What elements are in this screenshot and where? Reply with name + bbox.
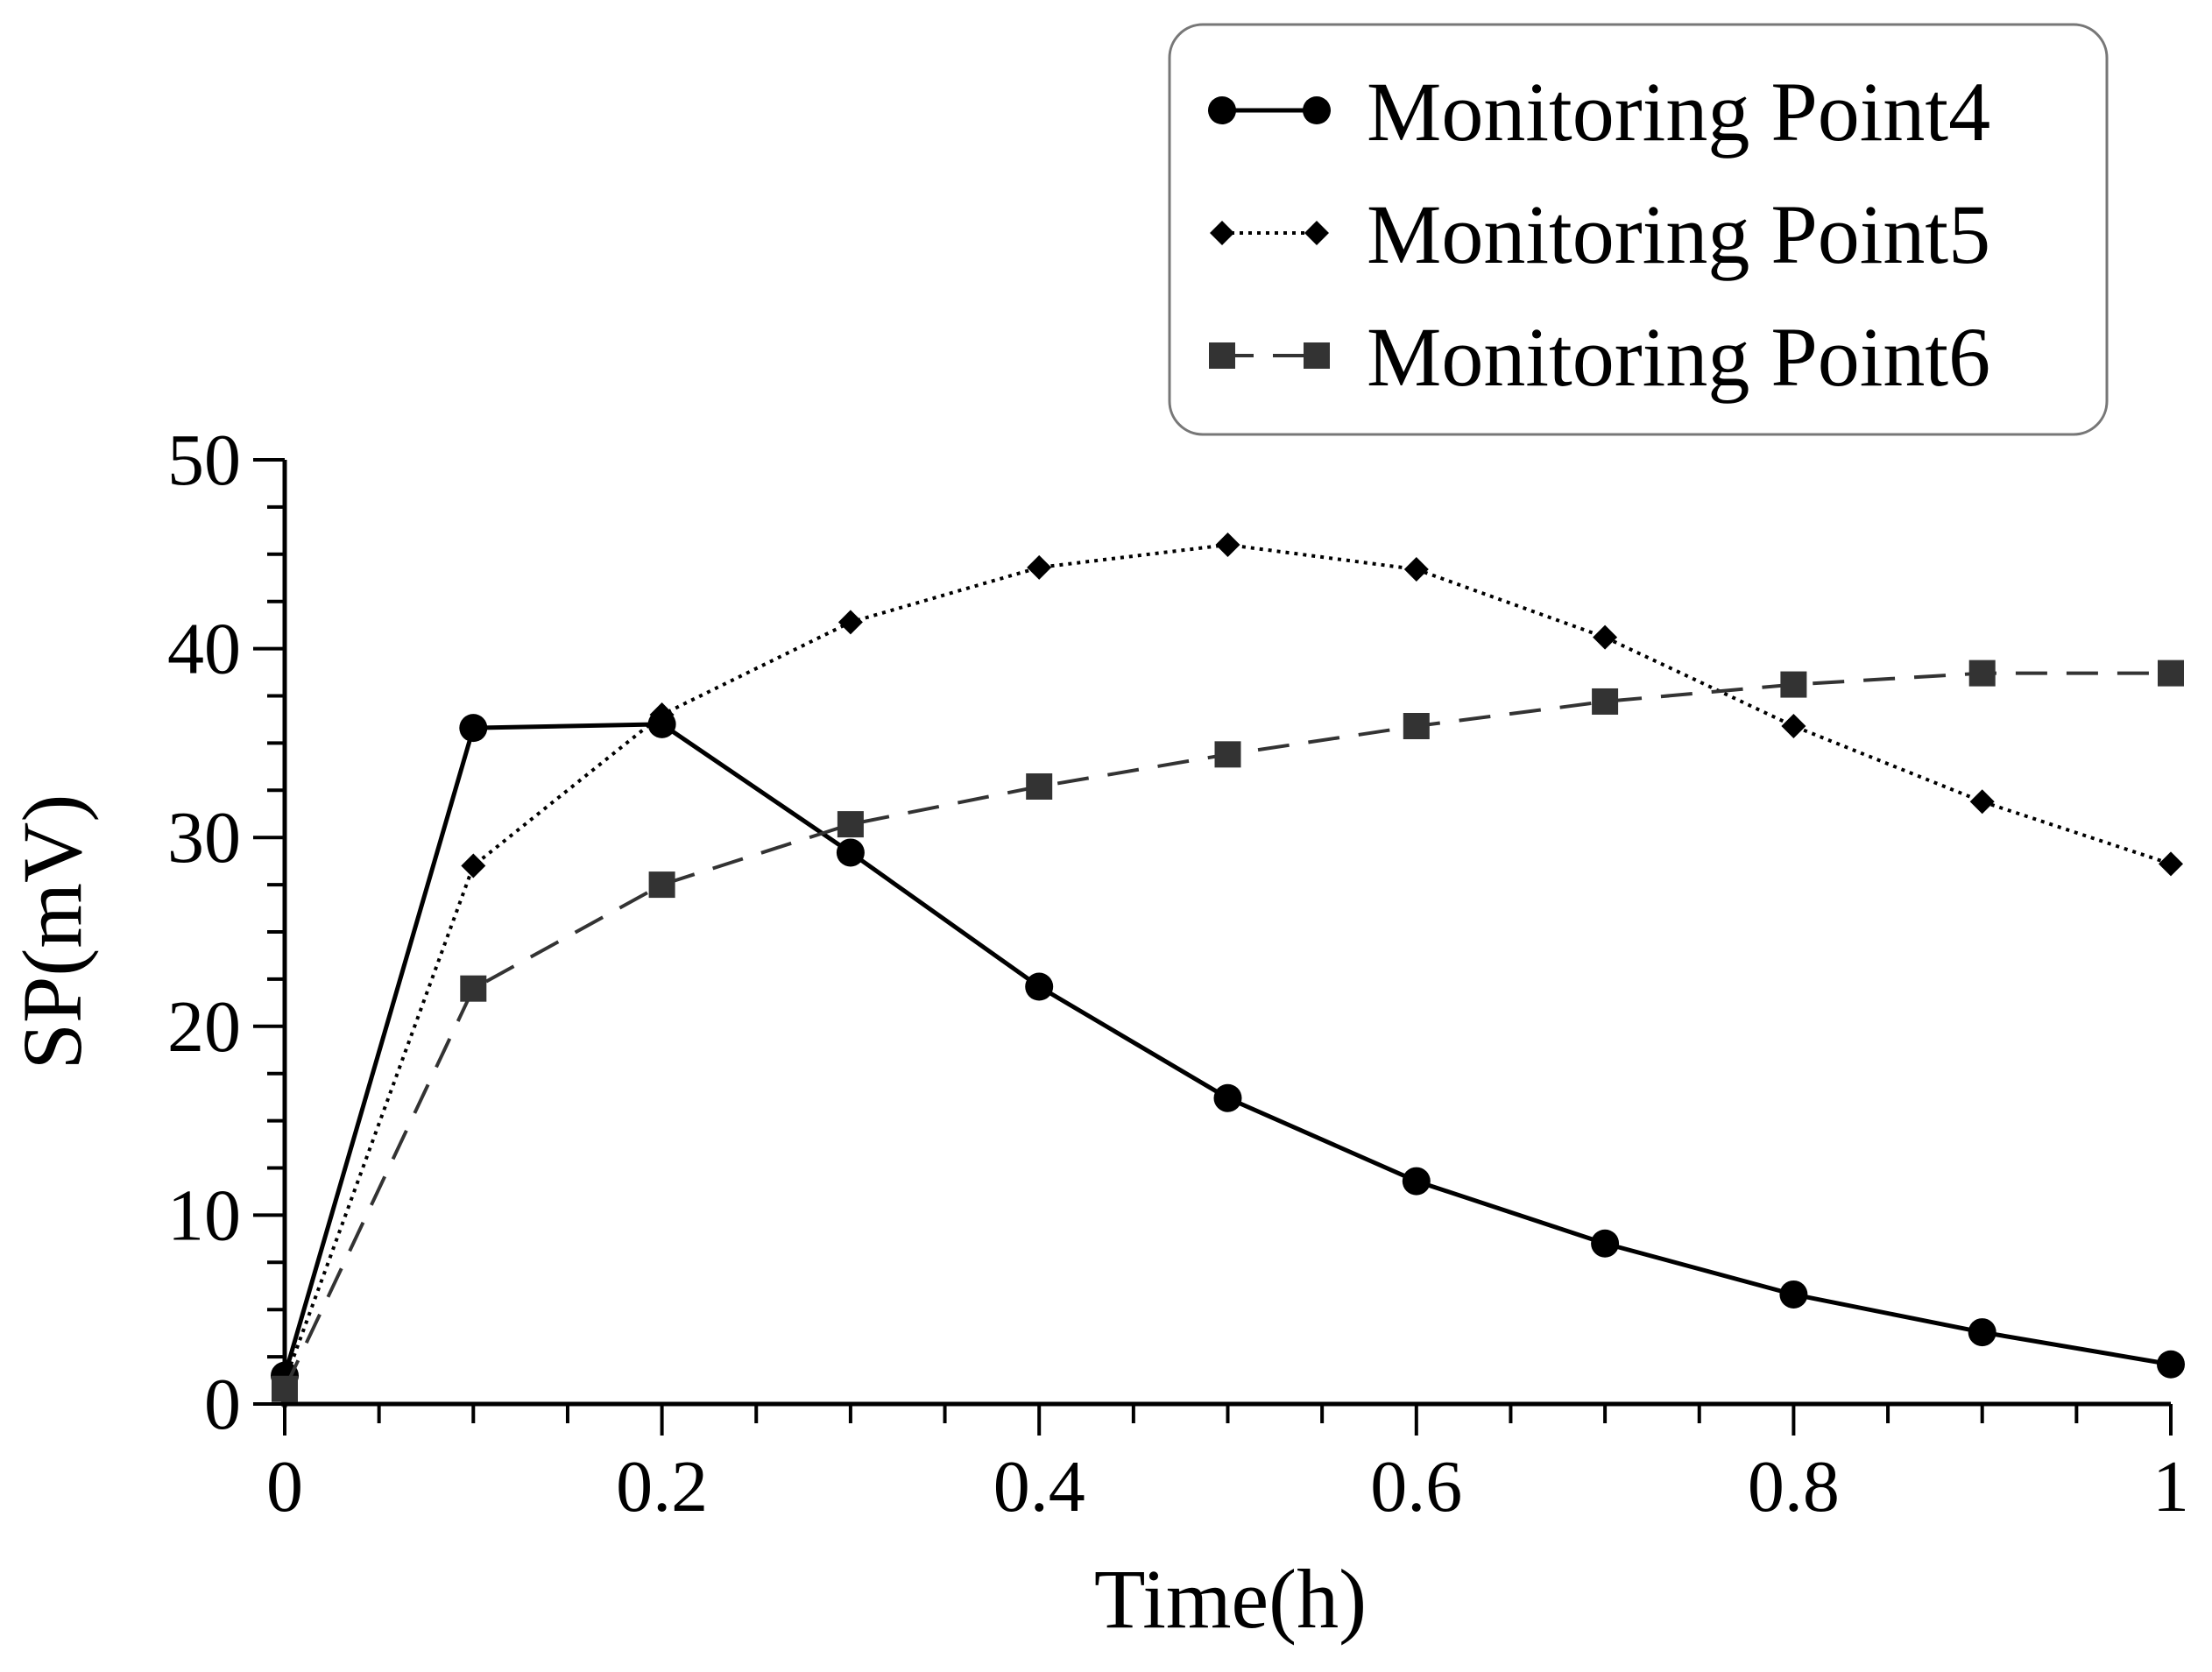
y-tick-label: 50 (167, 420, 241, 501)
series-line (283, 543, 2172, 1382)
legend: Monitoring Point4 Monitoring Point5 Monito… (1168, 23, 2109, 436)
data-point (2158, 660, 2184, 687)
data-point (837, 811, 864, 838)
data-point (836, 838, 865, 867)
data-point (648, 871, 675, 899)
data-point (1780, 671, 1807, 698)
x-axis-label: Time(h) (1094, 1552, 1367, 1646)
series-layer (271, 533, 2185, 1402)
series-line (282, 722, 2172, 1377)
series-line (283, 671, 2171, 1390)
series-1 (271, 709, 2185, 1390)
data-point (1027, 554, 1052, 580)
axes: 0 10 20 30 40 50 0 0.2 0.4 0.6 0.8 1 Time(h) SP(mV) (5, 420, 2189, 1646)
x-tick-label: 0.4 (993, 1446, 1085, 1527)
data-point (461, 853, 486, 878)
y-axis-label: SP(mV) (5, 794, 99, 1070)
data-point (1213, 1083, 1242, 1112)
legend-label: Monitoring Point4 (1367, 65, 1990, 159)
legend-label: Monitoring Point6 (1367, 310, 1990, 404)
data-point (1591, 1229, 1620, 1258)
data-point (1781, 713, 1806, 738)
x-tick-label: 0.8 (1748, 1446, 1840, 1527)
data-point (1215, 533, 1240, 558)
y-tick-label: 20 (167, 986, 241, 1068)
legend-marker (1304, 342, 1330, 369)
data-point (1593, 624, 1618, 650)
x-tick-label: 0 (266, 1446, 303, 1527)
legend-marker (1303, 96, 1331, 124)
data-point (1025, 972, 1054, 1001)
data-point (1779, 1280, 1808, 1309)
data-point (1592, 688, 1619, 715)
data-point (1026, 773, 1053, 800)
data-point (459, 714, 488, 743)
data-point (1403, 557, 1429, 582)
data-point (649, 702, 675, 728)
x-tick-label: 1 (2152, 1446, 2189, 1527)
y-tick-label: 10 (167, 1175, 241, 1256)
legend-box (1168, 23, 2109, 436)
x-tick-label: 0.6 (1370, 1446, 1462, 1527)
data-point (2159, 851, 2183, 877)
data-point (272, 1375, 298, 1402)
data-point (460, 975, 487, 1002)
data-point (1402, 1167, 1431, 1196)
legend-label: Monitoring Point5 (1367, 187, 1990, 281)
y-tick-label: 40 (167, 609, 241, 690)
legend-item-1: Monitoring Point4 (1208, 65, 1990, 159)
legend-marker (1208, 96, 1236, 124)
data-point (1968, 660, 1996, 687)
series-2 (272, 533, 2183, 1394)
series-3 (272, 660, 2184, 1402)
legend-marker (1210, 221, 1234, 245)
data-point (1969, 789, 1995, 815)
legend-item-3: Monitoring Point6 (1209, 310, 1990, 404)
data-point (1968, 1318, 1996, 1347)
legend-marker (1209, 342, 1235, 369)
legend-item-2: Monitoring Point5 (1210, 187, 1990, 281)
y-tick-label: 0 (204, 1364, 241, 1445)
data-point (1214, 741, 1241, 768)
data-point (2157, 1350, 2185, 1379)
x-tick-label: 0.2 (616, 1446, 708, 1527)
y-tick-label: 30 (167, 797, 241, 878)
legend-marker (1304, 221, 1329, 245)
data-point (837, 610, 863, 635)
data-point (1403, 712, 1430, 739)
